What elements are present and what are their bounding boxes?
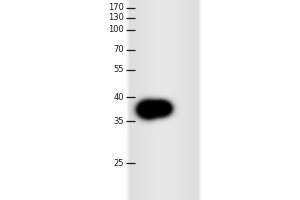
Text: 70: 70 <box>113 46 124 54</box>
Text: 130: 130 <box>108 14 124 22</box>
Text: 40: 40 <box>113 92 124 102</box>
Text: 100: 100 <box>108 25 124 34</box>
Text: 25: 25 <box>113 158 124 168</box>
Text: 170: 170 <box>108 3 124 12</box>
Text: 55: 55 <box>113 66 124 74</box>
Text: 35: 35 <box>113 116 124 126</box>
